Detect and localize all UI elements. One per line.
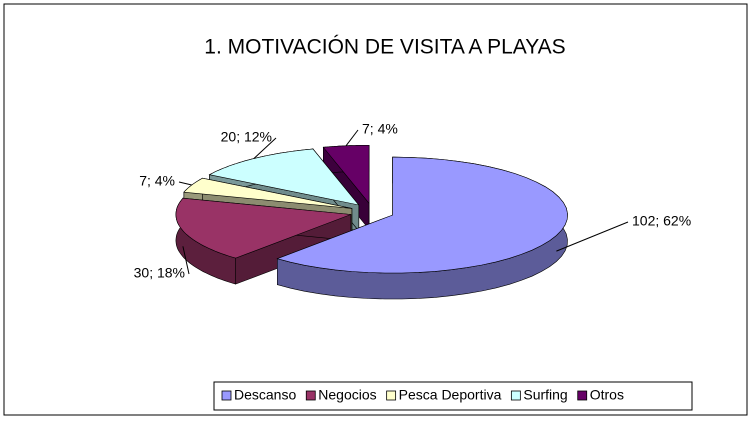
legend-box (213, 381, 693, 411)
legend-swatch (386, 390, 397, 401)
leader-line (178, 181, 192, 186)
data-label: 102; 62% (632, 213, 691, 229)
legend-swatch (305, 390, 316, 401)
data-label: 20; 12% (221, 129, 272, 145)
chart-frame (3, 3, 748, 416)
leader-line (556, 221, 629, 252)
data-label: 7; 4% (362, 121, 398, 137)
legend-label: Otros (590, 387, 624, 403)
slice (276, 156, 568, 274)
legend-label: Descanso (234, 387, 296, 403)
data-label: 7; 4% (139, 173, 175, 189)
leader-line (345, 129, 359, 147)
leader-line (182, 246, 190, 275)
legend-swatch (510, 390, 521, 401)
chart-title: 1. MOTIVACIÓN DE VISITA A PLAYAS (204, 36, 565, 59)
legend-label: Surfing (523, 387, 567, 403)
legend-label: Negocios (318, 387, 376, 403)
data-label: 30; 18% (134, 265, 185, 281)
slice (175, 197, 352, 259)
pie (175, 145, 568, 300)
legend-swatch (577, 390, 588, 401)
slice-group (175, 197, 352, 285)
legend-swatch (221, 390, 232, 401)
slice-group (276, 156, 568, 300)
leader-line (253, 137, 277, 159)
legend-label: Pesca Deportiva (399, 387, 502, 403)
